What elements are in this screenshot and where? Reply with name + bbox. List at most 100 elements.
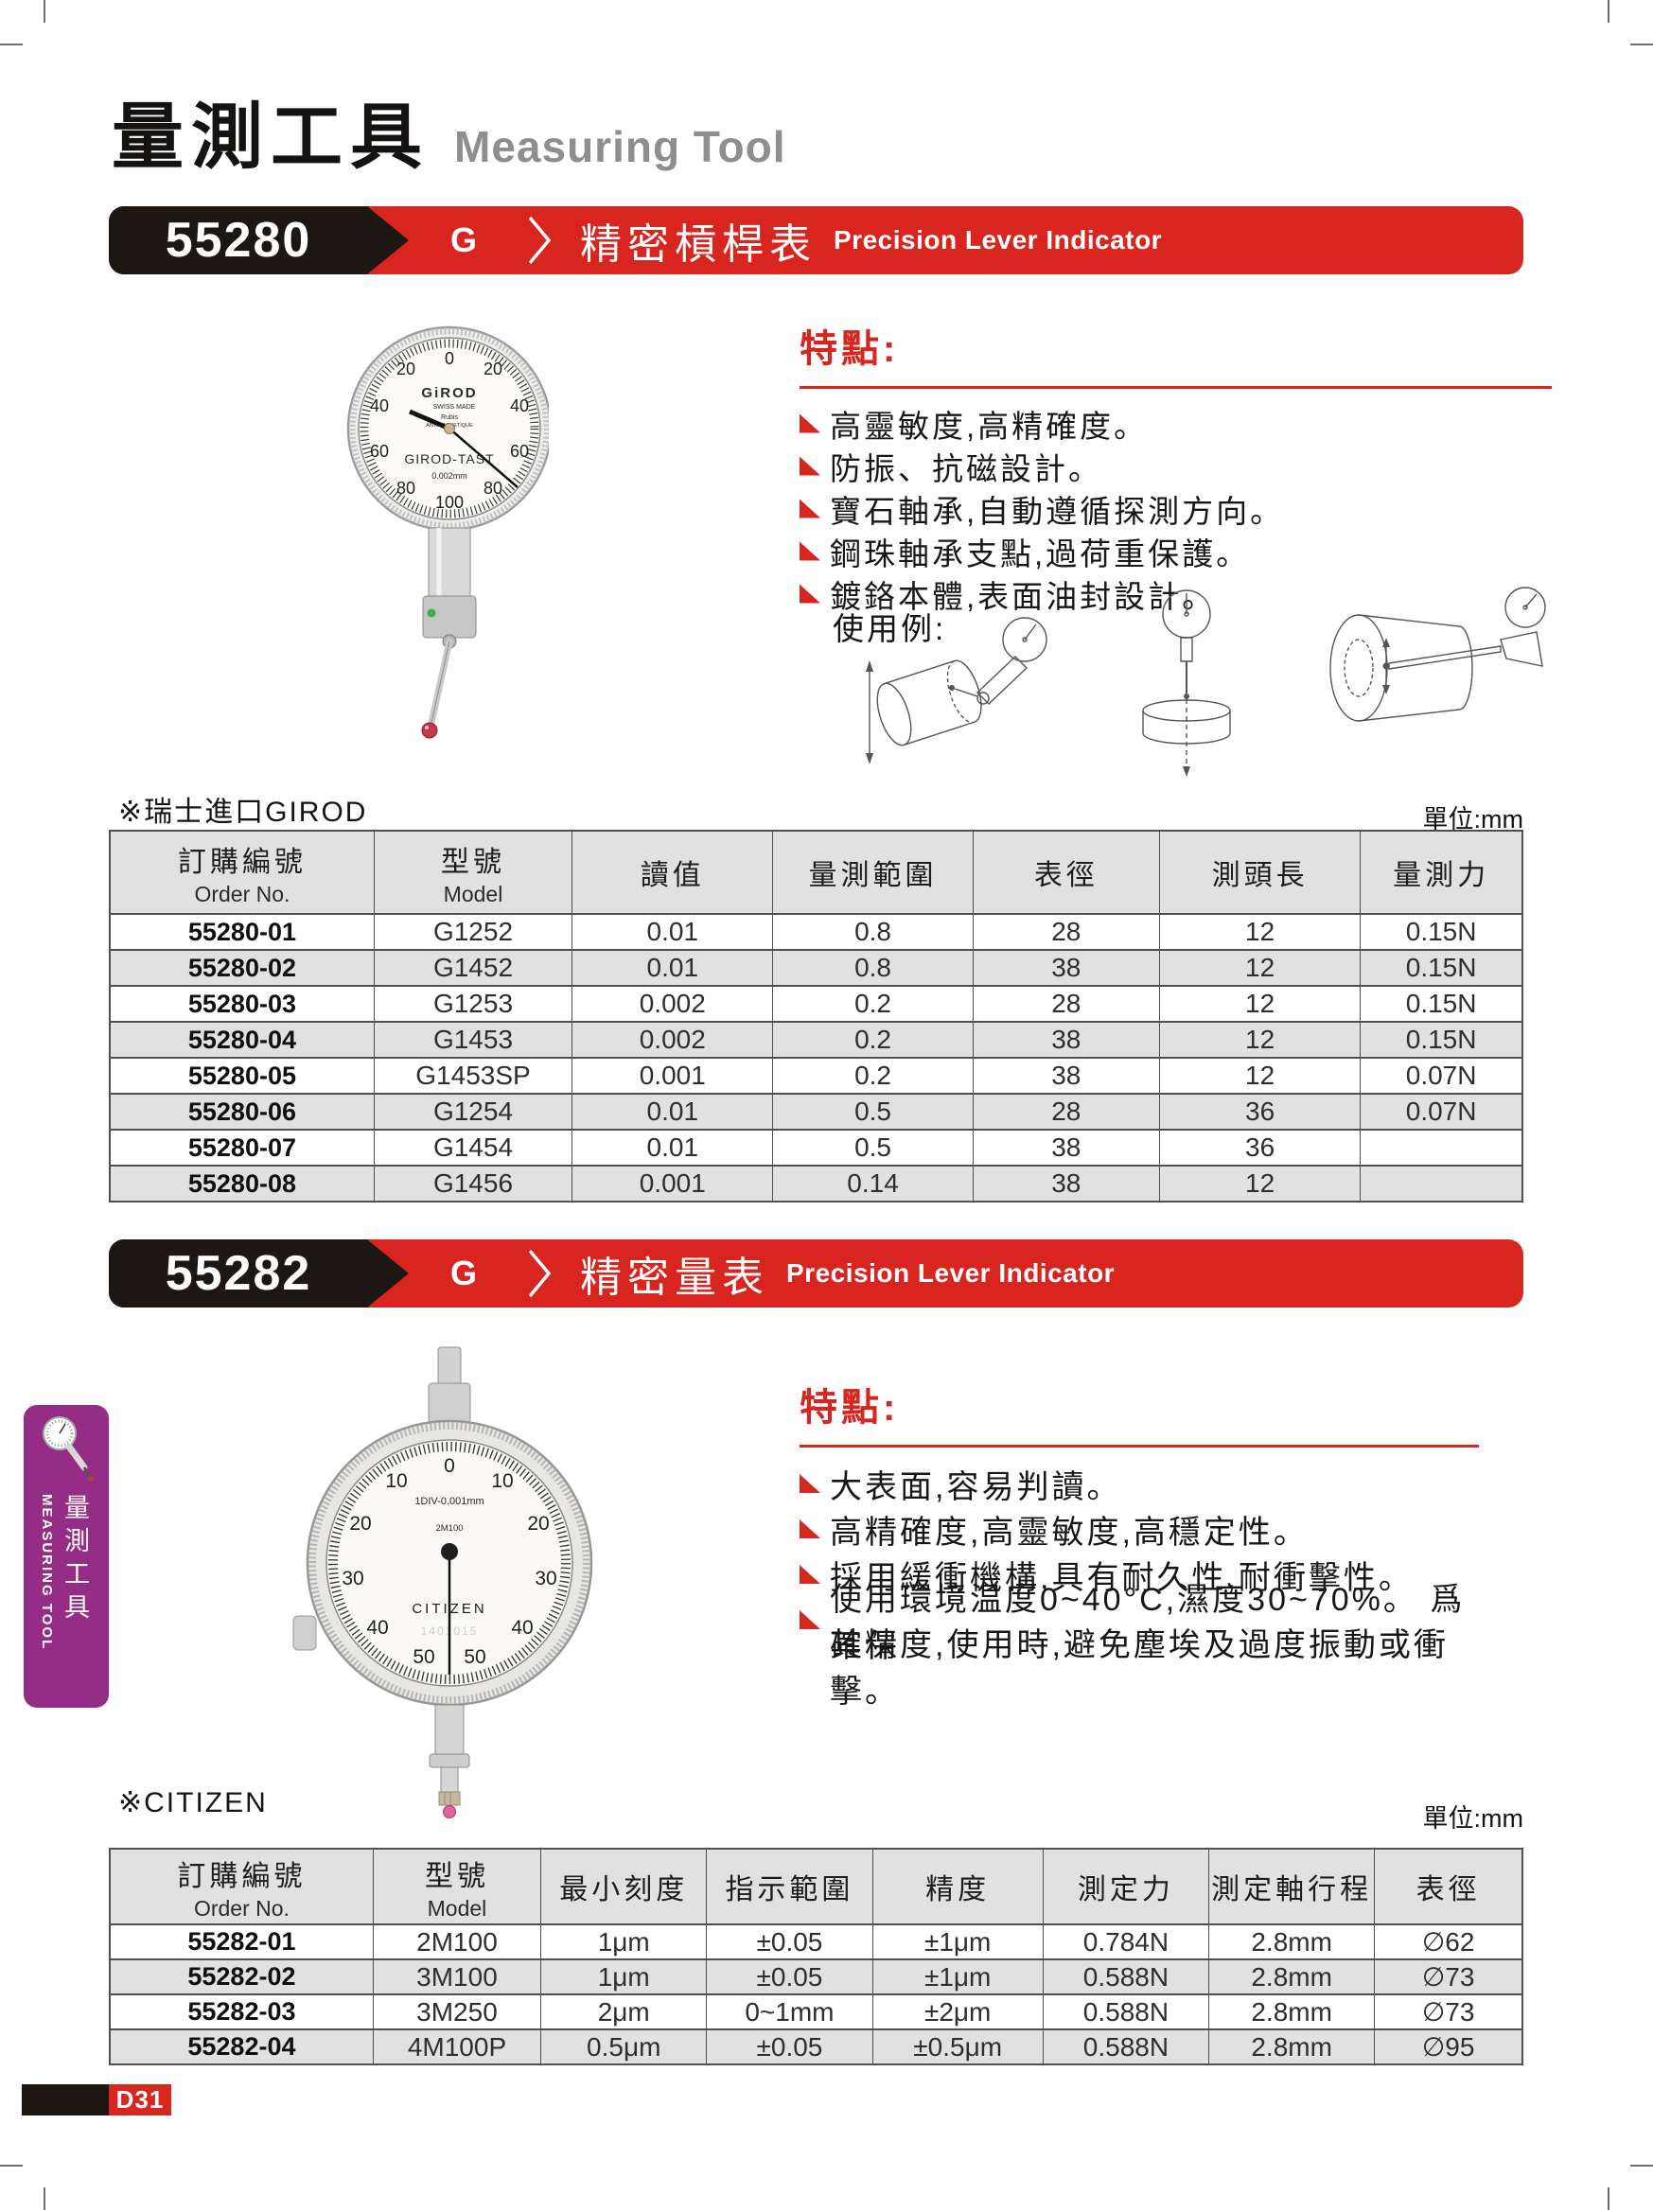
dial-number: 10	[385, 1470, 407, 1492]
section-grade: G	[449, 220, 477, 259]
table-cell: 55280-06	[109, 1093, 375, 1131]
sidebar-tab-measuring-tool: MEASURING TOOL 量測工具	[24, 1405, 109, 1708]
table-cell: 55280-05	[109, 1057, 375, 1095]
table-cell: 0.14	[772, 1165, 974, 1203]
column-header: 讀值	[572, 830, 774, 915]
table-row: 55280-08 G1456 0.001 0.14 38 12	[109, 1165, 1523, 1203]
table-cell: 0.784N	[1042, 1923, 1210, 1960]
dial-model-label: 2M100	[435, 1523, 463, 1534]
table-cell: 0.588N	[1042, 1993, 1210, 2030]
table-row: 55282-04 4M100P 0.5μm ±0.05 ±0.5μm 0.588N 2.8m…	[109, 2028, 1523, 2065]
column-header: 訂購編號 Order No.	[109, 830, 375, 915]
triangle-bullet-icon	[800, 1519, 820, 1538]
table-cell: ±1μm	[871, 1958, 1044, 1995]
dial-number: 0	[445, 349, 454, 368]
usage-example-1	[866, 617, 1047, 764]
table-cell: 38	[972, 1057, 1160, 1095]
crop-mark	[1630, 2165, 1653, 2167]
table-cell: ∅73	[1374, 1993, 1523, 2030]
features-rule	[800, 386, 1552, 389]
dial-resolution-label: 0.002mm	[431, 471, 467, 481]
features-block-55280: 特點: 高靈敏度,高精確度。 防振、抗磁設計。 寶石軸承,自動遵循探測方向。 鋼…	[800, 318, 1552, 615]
crop-mark	[1608, 2187, 1609, 2210]
features-heading: 特點:	[800, 328, 900, 370]
table-cell: 55282-02	[109, 1958, 374, 1995]
chevron-icon	[528, 1249, 552, 1298]
table-row: 55280-05 G1453SP 0.001 0.2 38 12 0.07N	[109, 1057, 1523, 1095]
column-header: 精度	[871, 1848, 1044, 1925]
table-cell: 28	[972, 1093, 1160, 1131]
triangle-bullet-icon	[800, 1474, 820, 1493]
dial-number: 80	[484, 479, 502, 498]
feature-item: 大表面,容易判讀。	[800, 1461, 1479, 1506]
features-list: 大表面,容易判讀。 高精確度,高靈敏度,高穩定性。 採用緩衝機構,具有耐久性,耐…	[800, 1461, 1479, 1664]
table-cell: 0.5	[772, 1093, 974, 1131]
column-header: 量測範圍	[772, 830, 974, 915]
table-cell: ∅73	[1374, 1958, 1523, 1995]
table-cell: 0.001	[572, 1165, 774, 1203]
usage-example-3	[1329, 587, 1546, 722]
table-cell: 0.15N	[1360, 913, 1523, 951]
page-number-badge: D31	[109, 2084, 171, 2115]
table-cell: 0.01	[572, 913, 774, 951]
spec-table: 訂購編號 Order No. 型號 Model 最小刻度 指示範圍 精度 測定力 測定軸行程 表徑…	[109, 1848, 1523, 2065]
table-cell	[1360, 1165, 1523, 1203]
table-cell: 12	[1158, 985, 1362, 1023]
features-block-55282: 特點: 大表面,容易判讀。 高精確度,高靈敏度,高穩定性。 採用緩衝機構,具有耐…	[800, 1377, 1479, 1710]
section-banner-55280: 55280 G 精密槓桿表 Precision Lever Indicator	[109, 206, 1523, 274]
section-code: 55282	[165, 1246, 312, 1301]
table-cell: 1μm	[540, 1958, 708, 1995]
column-header: 表徑	[1374, 1848, 1523, 1925]
table-cell: 0.2	[772, 1057, 974, 1095]
column-header: 測頭長	[1158, 830, 1362, 915]
table-cell: 38	[972, 1021, 1160, 1059]
section-code: 55280	[165, 213, 312, 268]
table-cell: 2.8mm	[1208, 1923, 1376, 1960]
triangle-bullet-icon	[800, 499, 820, 518]
table-cell: ±0.05	[706, 2028, 873, 2065]
dial-number: 60	[510, 442, 529, 461]
table-cell: 1μm	[540, 1923, 708, 1960]
dial-made-label: SWISS MADE	[433, 404, 476, 411]
feature-item: 高精確度,高靈敏度,高穩定性。	[800, 1506, 1479, 1552]
dial-number: 10	[491, 1470, 513, 1492]
table-cell: 55280-08	[109, 1165, 375, 1203]
dial-brand-label: CITIZEN	[412, 1601, 486, 1617]
section-title-zh: 精密量表	[580, 1255, 769, 1301]
dial-number: 50	[464, 1646, 485, 1668]
table-row: 55280-07 G1454 0.01 0.5 38 36	[109, 1129, 1523, 1167]
features-heading: 特點:	[800, 1387, 900, 1429]
column-header: 最小刻度	[540, 1848, 708, 1925]
section-banner-55282: 55282 G 精密量表 Precision Lever Indicator	[109, 1239, 1523, 1308]
table-cell: 0.002	[572, 1021, 774, 1059]
dial-number: 40	[510, 396, 529, 415]
table-header-row: 訂購編號 Order No. 型號 Model 最小刻度 指示範圍 精度 測定力 測定軸行程 表徑	[109, 1848, 1523, 1925]
footer-bar	[22, 2084, 109, 2115]
crop-mark	[1630, 44, 1653, 45]
table-cell: G1456	[373, 1165, 573, 1203]
table-cell: 0.01	[572, 1093, 774, 1131]
feature-item: 防振、抗磁設計。	[800, 445, 1552, 487]
table-cell: 12	[1158, 949, 1362, 987]
section-title-en: Precision Lever Indicator	[834, 225, 1163, 255]
table-cell: G1254	[373, 1093, 573, 1131]
column-header: 測定力	[1042, 1848, 1210, 1925]
table-row: 55282-01 2M100 1μm ±0.05 ±1μm 0.784N 2.8mm ∅62	[109, 1923, 1523, 1960]
crop-mark	[44, 2187, 45, 2210]
table-cell: 2.8mm	[1208, 1958, 1376, 1995]
table-cell: 55280-02	[109, 949, 375, 987]
table-cell: 55282-04	[109, 2028, 374, 2065]
feature-item: 高靈敏度,高精確度。	[800, 402, 1552, 445]
dial-number: 20	[484, 360, 502, 378]
table-cell: 12	[1158, 1021, 1362, 1059]
table-cell: 0.5μm	[540, 2028, 708, 2065]
table-cell: ±0.5μm	[871, 2028, 1044, 2065]
column-header: 訂購編號 Order No.	[109, 1848, 374, 1925]
product-photo-lever-indicator: 0 20 20 40 40 60 60 80 80 100 GiROD SWIS…	[346, 325, 549, 739]
table-cell: ±0.05	[706, 1923, 873, 1960]
table-cell: 0.2	[772, 985, 974, 1023]
section-title-en: Precision Lever Indicator	[786, 1258, 1116, 1288]
dial-number: 0	[444, 1455, 455, 1477]
unit-note: 單位:mm	[1422, 805, 1523, 834]
table-cell: 38	[972, 949, 1160, 987]
